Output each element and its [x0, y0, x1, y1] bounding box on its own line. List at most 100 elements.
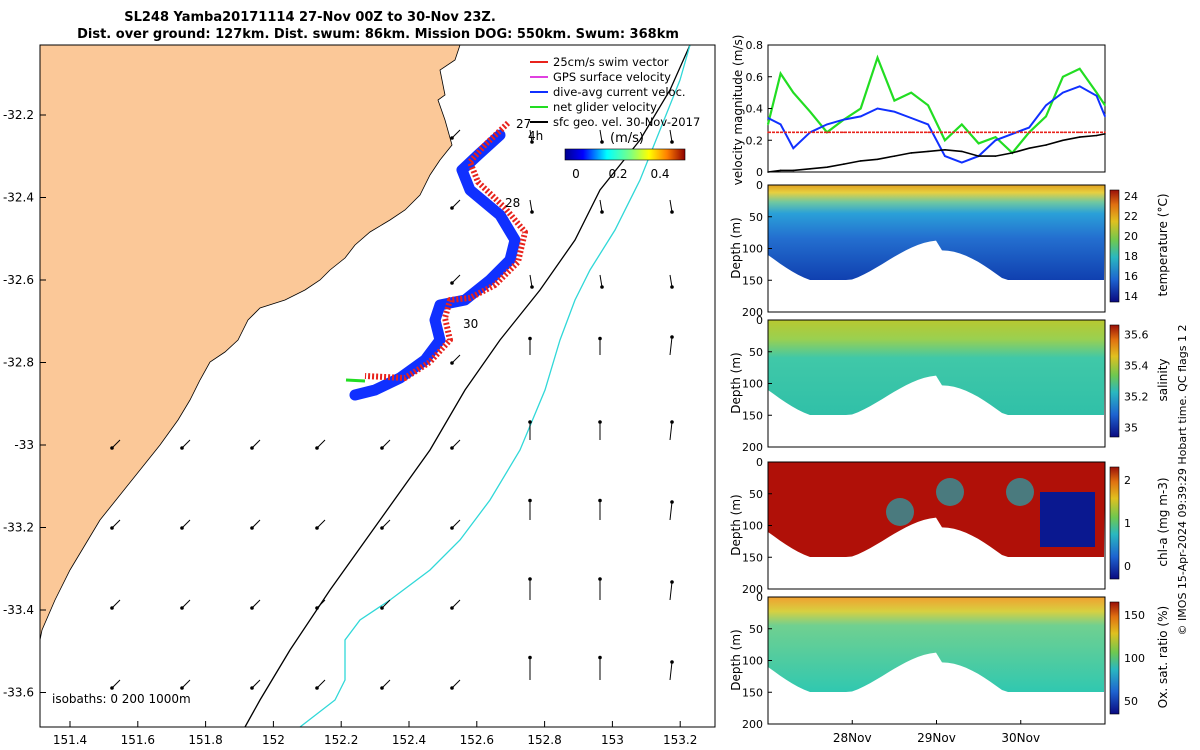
geo-velocity-arrowhead [600, 140, 604, 144]
velocity-point [1104, 115, 1106, 118]
geo-velocity-arrowhead [110, 686, 114, 690]
velocity-point [927, 150, 929, 153]
velocity-point [767, 131, 769, 134]
colorbar-tick-0: 0 [572, 167, 580, 181]
geo-velocity-arrow [451, 354, 461, 364]
geo-velocity-arrowhead [528, 498, 532, 503]
geo-velocity-arrow [529, 274, 533, 288]
velocity-point [843, 131, 845, 134]
velocity-y-tick-label: 0.4 [746, 103, 764, 116]
velocity-point [767, 123, 769, 126]
colorbar-tick-label: 16 [1124, 270, 1138, 283]
geo-velocity-arrowhead [315, 686, 319, 690]
velocity-point [809, 131, 811, 134]
legend-label: sfc geo. vel. 30-Nov-2017 [553, 115, 700, 129]
geo-velocity-arrow [111, 599, 121, 609]
geo-velocity-arrow [316, 439, 326, 449]
velocity-point [1095, 131, 1098, 134]
geo-velocity-arrowhead [598, 420, 602, 424]
geo-velocity-arrowhead [598, 655, 602, 660]
velocity-point [1104, 133, 1106, 135]
geo-velocity-arrow [316, 599, 326, 609]
geo-velocity-arrowhead [598, 336, 602, 341]
section-y-tick-label: 100 [742, 378, 763, 391]
section-y-tick-label: 200 [742, 583, 763, 596]
geo-velocity-arrowhead [450, 281, 454, 285]
map-x-tick-label: 152 [262, 733, 285, 747]
section-field [768, 597, 1105, 692]
geo-velocity-arrow [669, 274, 673, 288]
geo-velocity-arrow [451, 519, 461, 529]
geo-velocity-arrow [669, 501, 673, 521]
geo-velocity-arrowhead [180, 606, 184, 610]
section-panel-2: 0 50 100 150 200 Depth (m) 35 35.2 35.4 35.6 salin… [729, 314, 1170, 454]
map-x-axis: 151.4 151.6 151.8 152 152.2 152.4 152.6 152.8 15… [53, 721, 697, 747]
section-ylabel: Depth (m) [729, 217, 743, 278]
geo-velocity-arrowhead [315, 526, 319, 530]
geo-velocity-arrow [251, 519, 261, 529]
geo-velocity-arrow [669, 336, 673, 356]
section-colorbar [1109, 324, 1120, 438]
section-panel-3: 0 50 100 150 200 Depth (m) 0 1 2 chl-a (mg m-3) [729, 456, 1170, 596]
velocity-point [779, 169, 782, 172]
velocity-point [859, 115, 862, 118]
geo-velocity-arrowhead [110, 526, 114, 530]
isobath-1000 [299, 45, 691, 727]
colorbar-tick-label: 35 [1124, 422, 1138, 435]
velocity-point [1011, 133, 1014, 135]
velocity-point [779, 123, 782, 126]
colorbar-tick-1: 0.2 [608, 167, 627, 181]
section-colorbar [1109, 601, 1120, 715]
geo-velocity-arrowhead [670, 580, 674, 584]
geo-velocity-arrowhead [315, 446, 319, 450]
velocity-point [1095, 91, 1098, 94]
velocity-point [927, 131, 929, 134]
velocity-point [843, 163, 845, 165]
velocity-point [977, 142, 980, 145]
map-y-axis: -32.2 -32.4 -32.6 -32.8 -33 -33.2 -33.4 -33.6 [3, 108, 46, 700]
velocity-point [792, 91, 795, 94]
geo-velocity-arrow [669, 661, 673, 681]
section-y-tick-label: 50 [749, 488, 763, 501]
colorbar-tick-label: 35.4 [1124, 359, 1149, 372]
chart-title: SL248 Yamba20171114 27-Nov 00Z to 30-Nov… [124, 10, 496, 25]
velocity-point [876, 56, 879, 59]
colorbar-label: chl-a (mg m-3) [1156, 477, 1170, 566]
geo-velocity-arrow [181, 679, 191, 689]
date-axis: 28Nov 29Nov 30Nov [833, 720, 1040, 745]
geo-velocity-arrowhead [530, 285, 534, 289]
geo-velocity-arrow [111, 679, 121, 689]
velocity-point [944, 139, 946, 142]
velocity-point [893, 131, 896, 134]
colorbar-tick-label: 35.6 [1124, 328, 1149, 341]
geo-velocity-arrowhead [450, 526, 454, 530]
geo-velocity-arrow [669, 581, 673, 601]
chla-patch [886, 498, 914, 526]
map-y-tick-label: -32.6 [3, 273, 34, 287]
velocity-point [994, 139, 997, 142]
geo-velocity-arrowhead [450, 361, 454, 365]
geo-velocity-arrowhead [180, 686, 184, 690]
map-y-tick-label: -33.4 [3, 603, 34, 617]
geo-velocity-arrow [669, 199, 673, 213]
map-x-tick-label: 153.2 [663, 733, 697, 747]
geo-velocity-arrow [381, 439, 391, 449]
velocity-point [960, 123, 963, 126]
velocity-point [1011, 131, 1014, 134]
net-glider-velocity-arrow [345, 378, 366, 383]
section-y-tick-label: 200 [742, 441, 763, 454]
geo-velocity-arrowhead [110, 446, 114, 450]
map-y-tick-label: -33.6 [3, 686, 34, 700]
section-y-tick-label: 150 [742, 274, 763, 287]
velocity-point [1062, 91, 1064, 94]
geo-velocity-arrowhead [670, 140, 674, 144]
geo-velocity-arrow [251, 599, 261, 609]
velocity-panel: 0 0.2 0.4 0.6 0.8 velocity magnitude (m/s) [731, 35, 1106, 185]
section-y-tick-label: 150 [742, 551, 763, 564]
geo-velocity-arrow [451, 199, 461, 209]
velocity-point [944, 131, 946, 134]
geo-velocity-arrowhead [598, 577, 602, 581]
velocity-point [960, 131, 963, 134]
